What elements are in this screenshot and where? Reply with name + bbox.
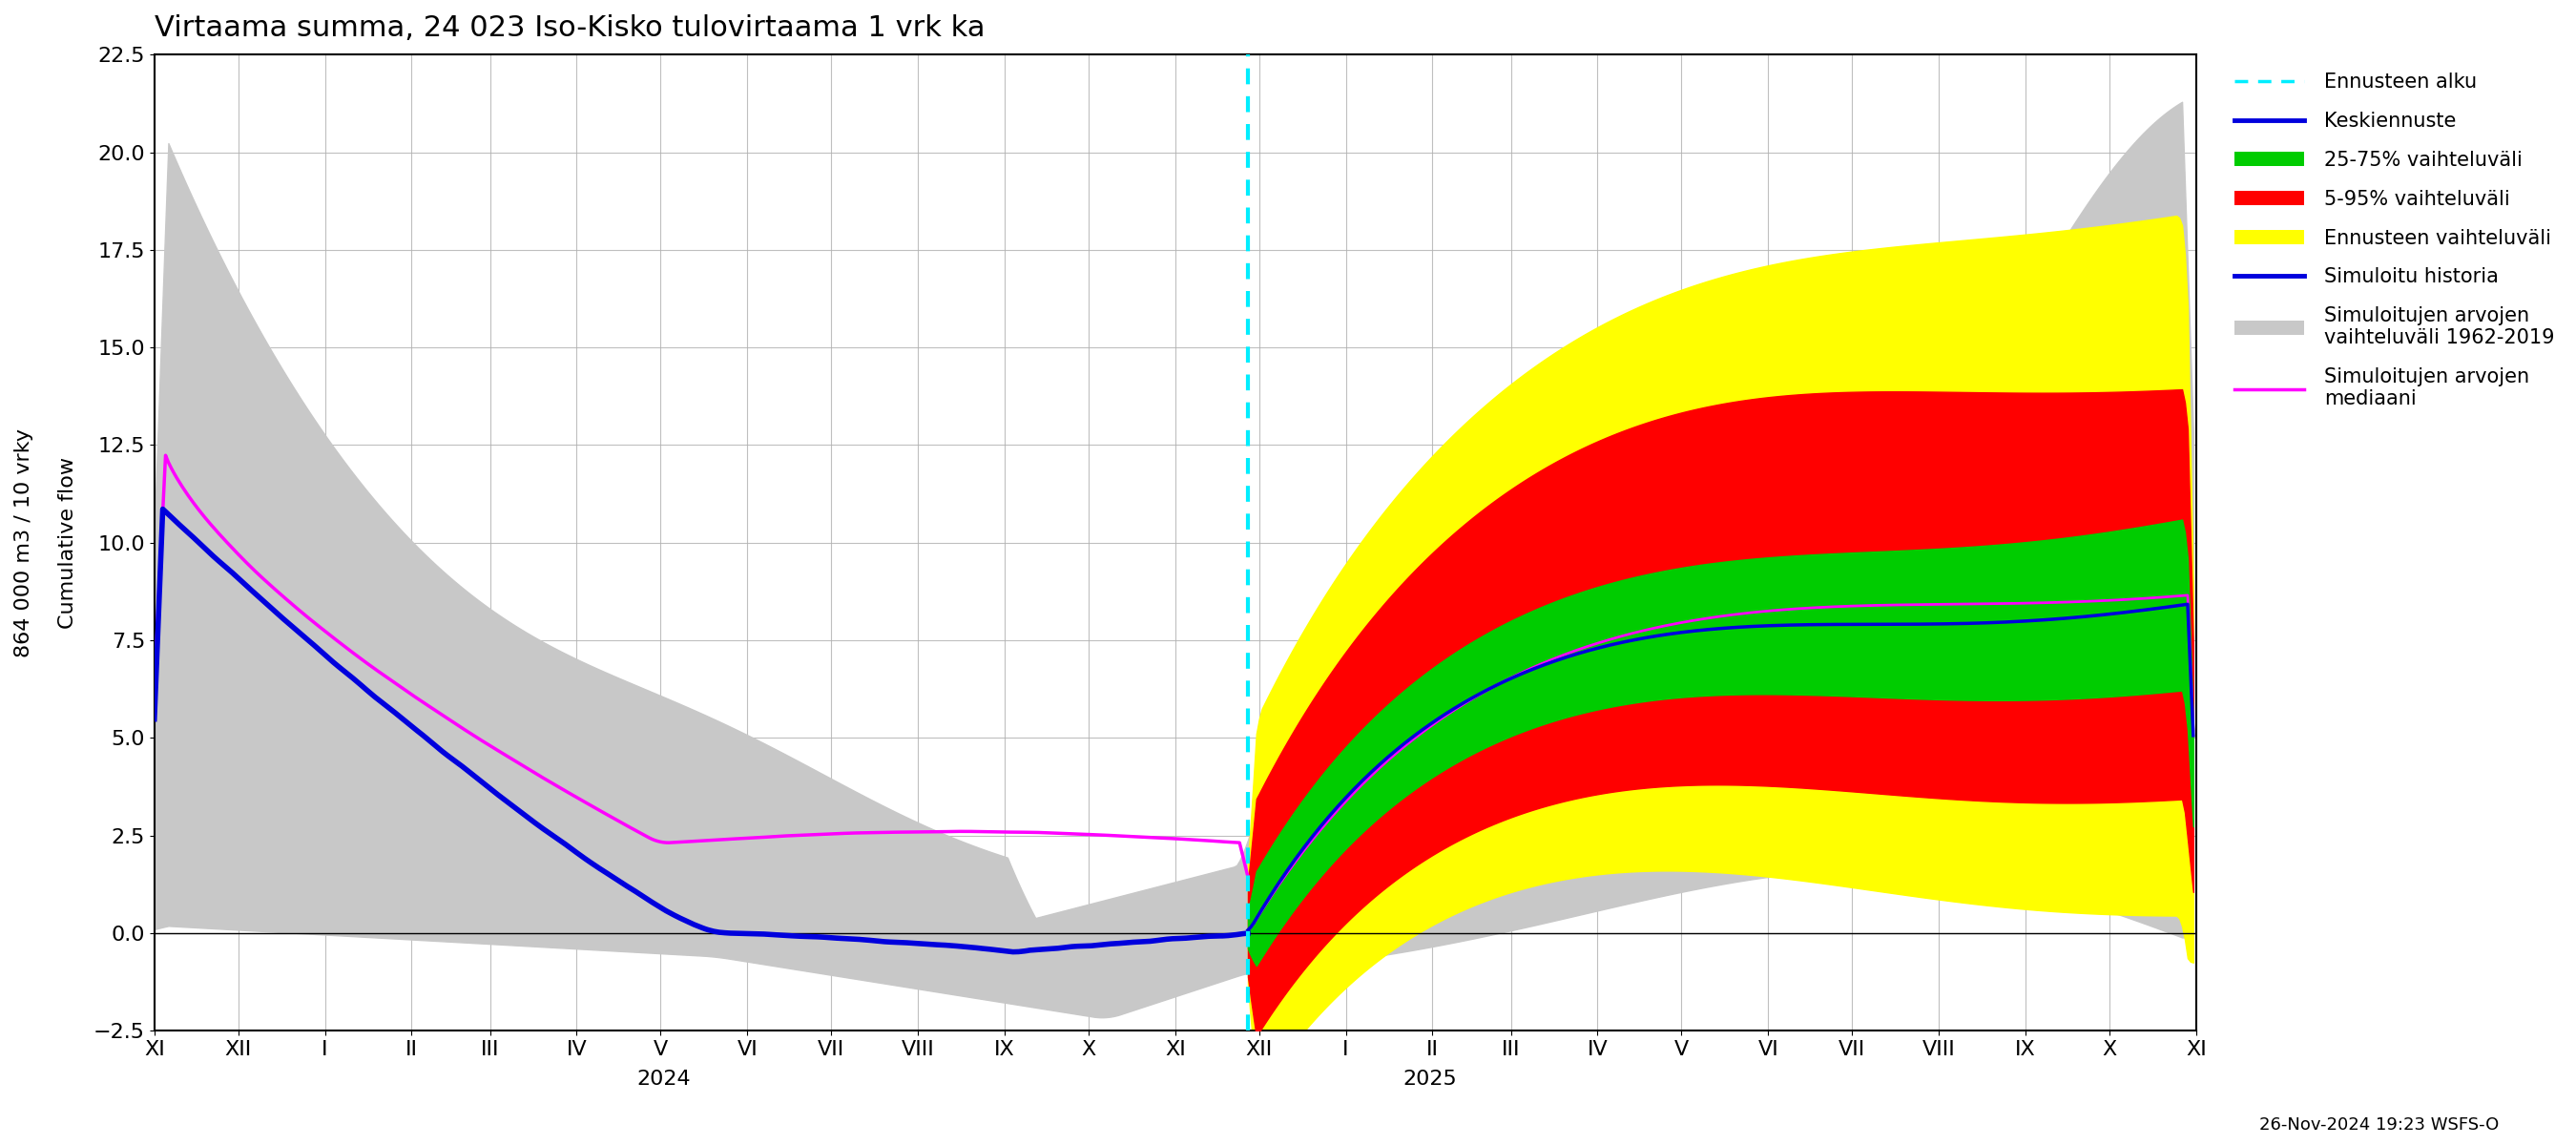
Text: 2025: 2025 — [1404, 1069, 1458, 1089]
Legend: Ennusteen alku, Keskiennuste, 25-75% vaihteluväli, 5-95% vaihteluväli, Ennusteen: Ennusteen alku, Keskiennuste, 25-75% vai… — [2226, 65, 2563, 417]
Text: 26-Nov-2024 19:23 WSFS-O: 26-Nov-2024 19:23 WSFS-O — [2259, 1116, 2499, 1134]
Text: 2024: 2024 — [636, 1069, 690, 1089]
Y-axis label: 864 000 m3 / 10 vrky

Cumulative flow: 864 000 m3 / 10 vrky Cumulative flow — [15, 428, 77, 657]
Text: Virtaama summa, 24 023 Iso-Kisko tulovirtaama 1 vrk ka: Virtaama summa, 24 023 Iso-Kisko tulovir… — [155, 14, 984, 42]
